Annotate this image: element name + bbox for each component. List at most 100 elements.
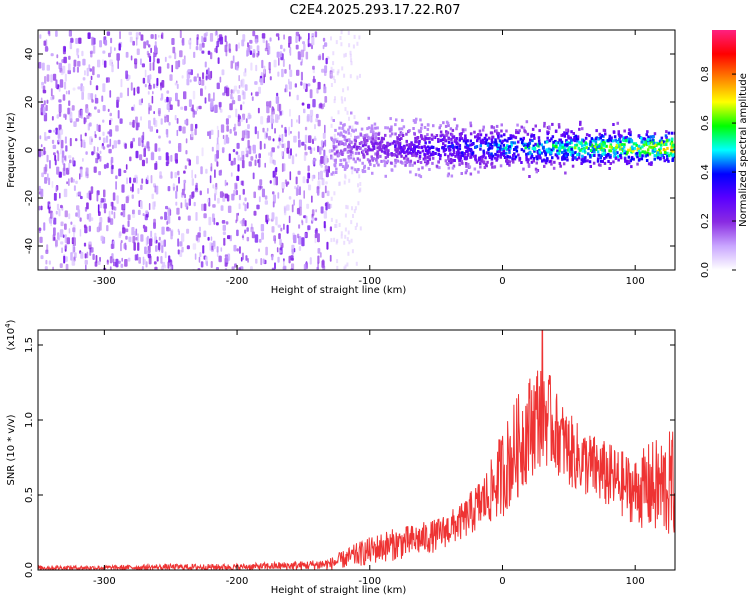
spectrogram-cell [198,105,202,110]
spectrogram-cell [249,39,253,44]
spectrogram-cell [219,108,223,113]
spectrogram-cell [241,235,244,239]
spectrogram-cell [122,208,126,218]
spectrogram-cell [465,169,468,173]
spectrogram-cell [86,202,89,210]
spectrogram-cell [63,188,68,198]
spectrogram-cell [327,165,330,172]
spectrogram-cell [72,87,76,91]
spectrogram-cell [394,123,397,127]
spectrogram-cell [558,149,562,153]
spectrogram-cell [472,154,476,158]
spectrogram-cell [364,147,367,151]
spectrogram-cell [123,203,126,211]
spectrogram-cell [455,153,459,157]
spectrogram-cell [45,136,48,141]
spectrogram-cell [39,236,43,243]
spectrogram-cell [385,148,388,152]
spectrogram-cell [566,128,569,132]
spectrogram-cell [207,198,210,203]
spectrogram-cell [324,42,328,47]
spectrogram-cell [86,251,89,259]
spectrogram-cell [225,87,230,97]
spectrogram-cell [214,169,216,178]
spectrogram-cell [116,195,119,204]
spectrogram-cell [406,152,410,156]
spectrogram-cell [455,140,458,144]
spectrogram-cell [352,157,355,161]
spectrogram-cell [97,153,100,159]
spectrogram-cell [226,182,229,186]
spectrogram-cell [263,75,265,84]
spectrogram-cell [492,126,496,130]
spectrogram-cell [55,239,58,247]
spectrogram-cell [548,127,551,131]
spectrogram-cell [608,167,611,170]
spectrogram-cell [166,90,170,94]
spectrogram-cell [484,141,488,145]
spectrogram-cell [84,259,88,265]
spectrogram-cell [136,253,139,261]
spectrogram-cell [601,139,605,142]
spectrogram-cell [230,60,233,69]
spectrogram-cell [324,185,327,194]
spectrogram-cell [235,190,238,196]
spectrogram-cell [533,146,537,150]
spectrogram-cell [133,177,136,183]
spectrogram-cell [95,85,99,91]
spectrogram-cell [168,121,171,126]
spectrogram-cell [119,31,121,40]
spectrogram-cell [479,165,482,169]
spectrogram-cell [493,156,497,160]
spectrogram-cell [432,124,435,128]
spectrogram-cell [570,130,573,134]
spectrogram-cell [53,236,56,241]
spectrogram-cell [72,178,75,183]
spectrogram-cell [552,140,555,144]
spectrogram-cell [217,34,219,38]
spectrogram-cell [514,155,518,159]
spectrogram-cell [584,136,588,140]
spectrogram-cell [202,72,205,80]
spectrogram-cell [596,150,600,154]
spectrogram-cell [212,184,215,189]
spectrogram-cell [152,62,155,71]
spectrogram-cell [148,120,151,129]
spectrogram-cell [295,153,298,157]
spectrogram-cell [298,206,302,216]
spectrogram-cell [672,149,675,153]
spectrogram-cell [276,247,279,253]
spectrogram-cell [241,159,245,169]
spectrogram-cell [55,186,58,192]
spectrogram-cell [40,144,43,148]
spectrogram-cell [324,139,327,147]
spectrogram-cell [191,178,194,186]
spectrogram-cell [84,132,87,137]
spectrogram-cell [353,115,356,120]
spectrogram-cell [424,141,427,145]
spectrogram-cell [589,149,593,152]
spectrogram-cell [357,168,360,171]
spectrogram-cell [164,211,167,221]
spectrogram-cell [506,162,509,166]
spectrogram-cell [338,126,341,130]
spectrogram-cell [389,161,393,165]
spectrogram-cell [307,38,310,48]
spectrogram-cell [211,245,214,251]
spectrogram-cell [102,59,104,66]
spectrogram-cell [178,143,182,152]
spectrogram-cell [543,124,546,128]
spectrogram-cell [158,110,161,117]
spectrogram-cell [125,196,129,204]
spectrogram-cell [351,128,354,132]
spectrogram-cell [573,136,576,140]
spectrogram-cell [140,184,143,190]
spectrogram-cell [181,233,185,242]
spectrogram-cell [197,232,201,238]
spectrogram-cell [525,155,528,159]
spectrogram-cell [376,150,379,154]
spectrogram-cell [150,47,152,54]
spectrogram-cell [629,130,632,134]
spectrogram-cell [244,197,247,202]
spectrogram-cell [382,144,385,148]
